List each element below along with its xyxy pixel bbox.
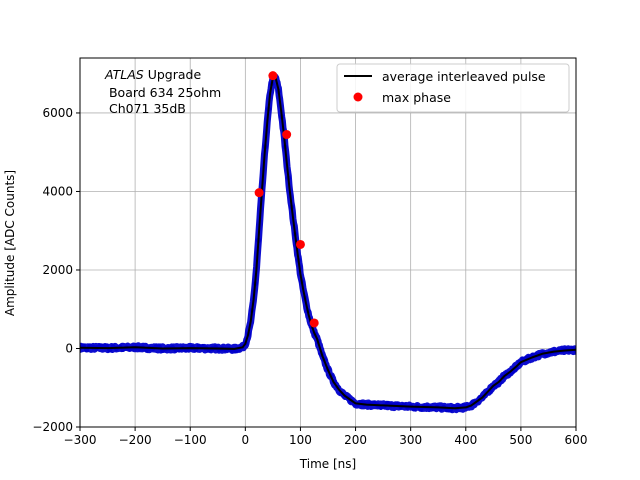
- series-group: [80, 71, 576, 414]
- y-tick-label: −2000: [32, 420, 73, 434]
- x-tick-label: −200: [119, 433, 152, 447]
- svg-text:ATLAS Upgrade: ATLAS Upgrade: [104, 67, 201, 82]
- max-phase-point: [268, 71, 278, 81]
- x-tick-label: 500: [509, 433, 532, 447]
- sample-band: [80, 72, 576, 414]
- max-phase-point: [282, 130, 292, 140]
- x-tick-label: 0: [242, 433, 250, 447]
- x-tick-label: −100: [174, 433, 207, 447]
- y-tick-label: 0: [65, 341, 73, 355]
- x-tick-label: 100: [289, 433, 312, 447]
- x-tick-label: 400: [454, 433, 477, 447]
- plot-area: [80, 71, 576, 414]
- annotation: ATLAS Upgrade Board 634 25ohm Ch071 35dB: [104, 67, 221, 116]
- max-phase-point: [254, 188, 264, 198]
- y-axis-label: Amplitude [ADC Counts]: [3, 170, 17, 316]
- legend-label-average: average interleaved pulse: [382, 69, 546, 84]
- x-tick-label: 300: [399, 433, 422, 447]
- axes-frame: [79, 57, 577, 428]
- legend-label-max-phase: max phase: [382, 90, 451, 105]
- y-tick-label: 4000: [42, 184, 73, 198]
- annotation-upgrade: Upgrade: [144, 67, 202, 82]
- annotation-channel: Ch071 35dB: [105, 101, 186, 116]
- annotation-atlas: ATLAS: [104, 67, 144, 82]
- x-tick-label: −300: [64, 433, 97, 447]
- x-tick-label: 200: [344, 433, 367, 447]
- legend-marker-swatch: [353, 92, 363, 102]
- y-tick-label: 6000: [42, 106, 73, 120]
- y-tick-label: 2000: [42, 263, 73, 277]
- x-tick-label: 600: [565, 433, 588, 447]
- ticks: −300 −200 −100 0 100 200 300 400 500 600 −2000 0 200…: [32, 106, 587, 447]
- x-axis-label: Time [ns]: [299, 457, 356, 471]
- legend: average interleaved pulse max phase: [336, 63, 570, 113]
- legend-box: [336, 63, 570, 113]
- max-phase-point: [295, 239, 305, 249]
- average-pulse-line: [80, 76, 576, 410]
- max-phase-point: [309, 318, 319, 328]
- annotation-board: Board 634 25ohm: [105, 85, 221, 100]
